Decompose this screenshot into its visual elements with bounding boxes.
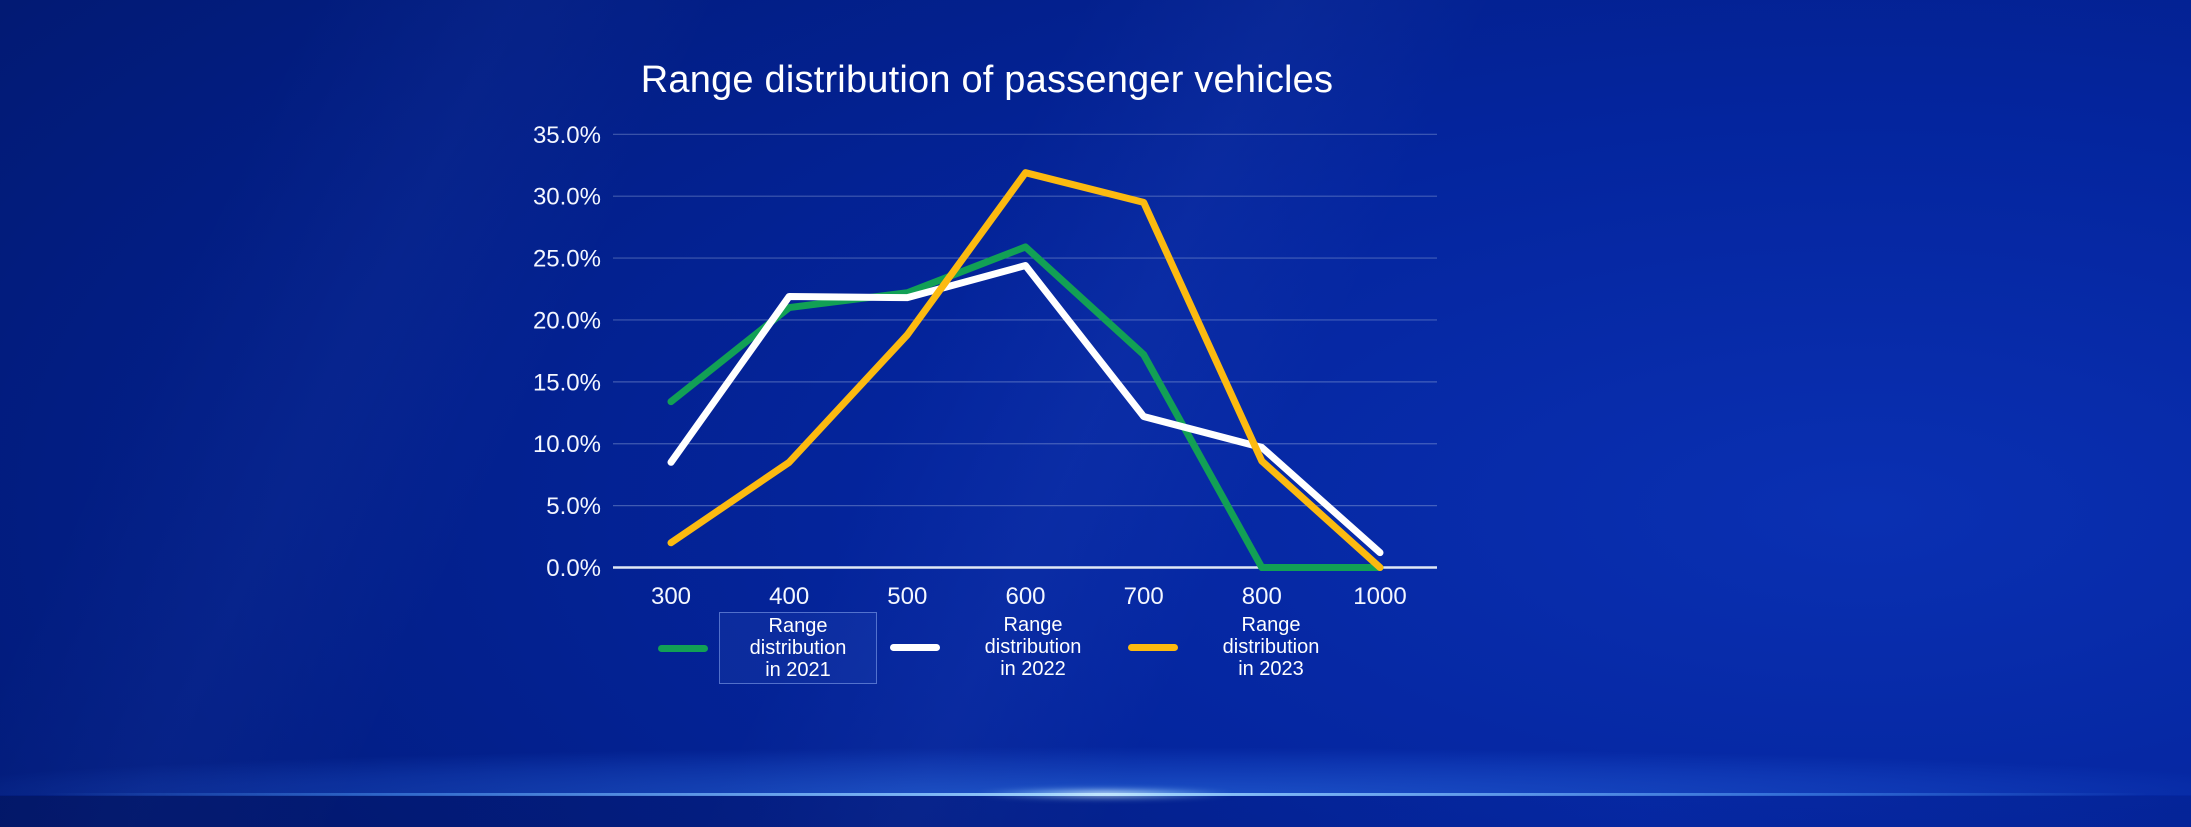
legend-item-2023[interactable]: Range distribution in 2023 xyxy=(1128,612,1350,682)
y-tick-label: 30.0% xyxy=(533,184,601,211)
legend-item-2021[interactable]: Range distribution in 2021 xyxy=(658,612,877,684)
y-tick-label: 35.0% xyxy=(533,122,601,149)
series-line-2021 xyxy=(667,243,1384,571)
legend-marker-2023 xyxy=(1128,643,1178,651)
x-tick-label: 400 xyxy=(769,583,809,610)
y-tick-label: 0.0% xyxy=(546,555,601,582)
series-line-2023 xyxy=(667,169,1384,571)
y-tick-label: 5.0% xyxy=(546,493,601,520)
legend-item-2022[interactable]: Range distribution in 2022 xyxy=(890,612,1112,682)
y-tick-label: 25.0% xyxy=(533,246,601,273)
x-tick-label: 300 xyxy=(651,583,691,610)
legend-label-2021: Range distribution in 2021 xyxy=(719,612,877,684)
x-tick-label: 800 xyxy=(1242,583,1282,610)
chart-title: Range distribution of passenger vehicles xyxy=(640,59,1334,101)
x-tick-label: 500 xyxy=(887,583,927,610)
legend-label-2022: Range distribution in 2022 xyxy=(984,614,1082,680)
chart-legend: Range distribution in 2021 Range distributio… xyxy=(0,612,2191,692)
y-tick-label: 15.0% xyxy=(533,369,601,396)
series-line-2022 xyxy=(667,262,1384,557)
y-tick-label: 10.0% xyxy=(533,431,601,458)
x-tick-label: 700 xyxy=(1124,583,1164,610)
legend-marker-2022 xyxy=(890,643,940,651)
x-tick-label: 1000 xyxy=(1353,583,1406,610)
legend-marker-2021 xyxy=(658,644,708,652)
legend-label-2023: Range distribution in 2023 xyxy=(1222,614,1320,680)
y-tick-label: 20.0% xyxy=(533,307,601,334)
x-tick-label: 600 xyxy=(1005,583,1045,610)
